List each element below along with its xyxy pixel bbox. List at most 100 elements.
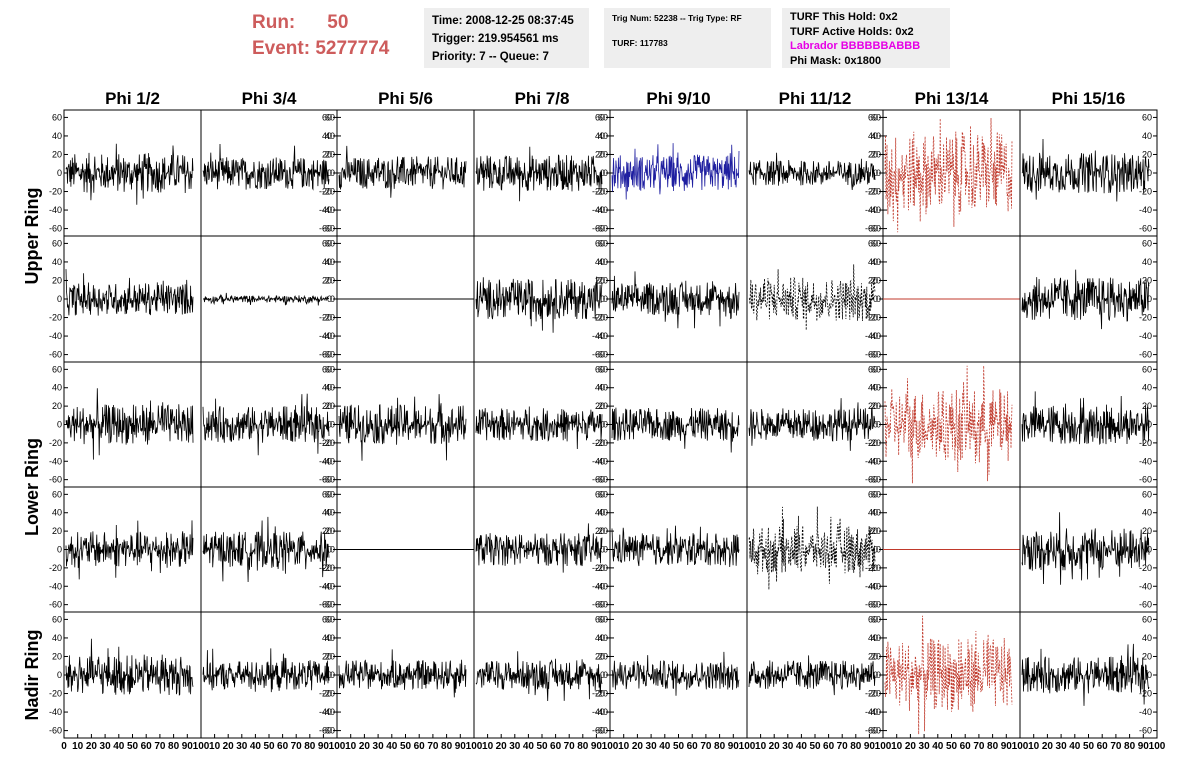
x-tick-label: 60 bbox=[141, 741, 153, 752]
trigger-info-box: Trig Num: 52238 -- Trig Type: RF TURF: 1… bbox=[604, 8, 771, 68]
y-tick-label: 0 bbox=[1147, 670, 1152, 680]
y-tick-label: -60 bbox=[592, 224, 605, 234]
y-tick-label: 40 bbox=[52, 257, 62, 267]
y-tick-label: 0 bbox=[57, 420, 62, 430]
y-tick-label: 0 bbox=[327, 545, 332, 555]
x-tick-label: 20 bbox=[632, 741, 644, 752]
y-tick-label: -60 bbox=[1139, 350, 1152, 360]
y-tick-label: -20 bbox=[322, 438, 335, 448]
y-tick-label: -20 bbox=[319, 563, 332, 573]
y-tick-label: 40 bbox=[52, 383, 62, 393]
y-tick-label: -60 bbox=[595, 224, 608, 234]
x-tick-label: 40 bbox=[1069, 741, 1081, 752]
y-tick-label: -60 bbox=[1139, 726, 1152, 736]
waveform-trace bbox=[475, 651, 603, 702]
y-tick-label: -60 bbox=[49, 224, 62, 234]
y-tick-label: 60 bbox=[868, 238, 878, 248]
waveform-trace bbox=[202, 516, 330, 583]
y-tick-label: -60 bbox=[1139, 600, 1152, 610]
column-header: Phi 11/12 bbox=[779, 89, 852, 108]
column-header: Phi 9/10 bbox=[646, 89, 710, 108]
x-tick-label: 90 bbox=[1001, 741, 1013, 752]
y-tick-label: 0 bbox=[600, 294, 605, 304]
y-tick-label: 40 bbox=[52, 633, 62, 643]
x-tick-label: 70 bbox=[1110, 741, 1122, 752]
waveform-trace bbox=[475, 276, 603, 333]
y-tick-label: -40 bbox=[595, 205, 608, 215]
y-tick-label: 0 bbox=[57, 294, 62, 304]
y-tick-label: -60 bbox=[868, 224, 881, 234]
waveform-trace bbox=[65, 638, 194, 696]
x-tick-label: 80 bbox=[168, 741, 180, 752]
y-tick-label: -20 bbox=[595, 187, 608, 197]
y-tick-label: 40 bbox=[325, 633, 335, 643]
y-tick-label: -60 bbox=[865, 726, 878, 736]
y-tick-label: 0 bbox=[57, 670, 62, 680]
y-tick-label: 40 bbox=[868, 257, 878, 267]
y-tick-label: 20 bbox=[871, 526, 881, 536]
y-tick-label: 40 bbox=[1142, 257, 1152, 267]
x-tick-label: 80 bbox=[577, 741, 589, 752]
y-tick-label: -60 bbox=[868, 600, 881, 610]
y-tick-label: 60 bbox=[871, 238, 881, 248]
y-tick-label: -40 bbox=[49, 205, 62, 215]
y-tick-label: 0 bbox=[603, 294, 608, 304]
y-tick-label: -60 bbox=[319, 475, 332, 485]
y-tick-label: -20 bbox=[592, 187, 605, 197]
y-tick-label: 40 bbox=[1142, 508, 1152, 518]
y-tick-label: 60 bbox=[1142, 614, 1152, 624]
y-tick-label: 60 bbox=[52, 238, 62, 248]
y-tick-label: 0 bbox=[327, 168, 332, 178]
y-tick-label: -60 bbox=[592, 726, 605, 736]
y-tick-label: 40 bbox=[871, 633, 881, 643]
y-tick-label: 40 bbox=[322, 508, 332, 518]
x-tick-label: 10 bbox=[1028, 741, 1040, 752]
y-tick-label: 0 bbox=[603, 420, 608, 430]
y-tick-label: -20 bbox=[865, 689, 878, 699]
y-tick-label: 20 bbox=[322, 275, 332, 285]
waveform-trace bbox=[475, 523, 603, 573]
y-tick-label: 20 bbox=[52, 401, 62, 411]
y-tick-label: -40 bbox=[865, 707, 878, 717]
y-tick-label: 0 bbox=[600, 670, 605, 680]
x-tick-label: 80 bbox=[987, 741, 999, 752]
y-tick-label: 40 bbox=[1142, 131, 1152, 141]
x-tick-label: 100 bbox=[329, 741, 346, 752]
y-tick-label: -40 bbox=[322, 331, 335, 341]
y-tick-label: -20 bbox=[595, 438, 608, 448]
x-tick-label: 30 bbox=[509, 741, 521, 752]
y-tick-label: 0 bbox=[600, 545, 605, 555]
y-tick-label: 60 bbox=[52, 364, 62, 374]
x-tick-label: 40 bbox=[796, 741, 808, 752]
x-tick-label: 30 bbox=[919, 741, 931, 752]
x-tick-label: 90 bbox=[728, 741, 740, 752]
y-tick-label: -60 bbox=[592, 350, 605, 360]
y-tick-label: 20 bbox=[322, 651, 332, 661]
y-tick-label: 40 bbox=[325, 257, 335, 267]
panel-frame bbox=[882, 611, 1021, 739]
waveform-trace bbox=[338, 394, 467, 461]
y-tick-label: 20 bbox=[595, 526, 605, 536]
y-tick-label: 20 bbox=[598, 651, 608, 661]
y-tick-label: 0 bbox=[1147, 168, 1152, 178]
y-tick-label: 60 bbox=[595, 614, 605, 624]
turf-active-holds-text: TURF Active Holds: 0x2 bbox=[790, 25, 914, 38]
event-label: Event: bbox=[252, 38, 311, 59]
waveform-trace bbox=[611, 407, 740, 453]
waveform-trace bbox=[202, 143, 330, 191]
trigger-text: Trigger: 219.954561 ms bbox=[432, 33, 559, 45]
y-tick-label: 40 bbox=[52, 131, 62, 141]
column-header: Phi 7/8 bbox=[515, 89, 570, 108]
waveform-trace bbox=[475, 406, 603, 450]
y-tick-label: -20 bbox=[49, 438, 62, 448]
x-tick-label: 20 bbox=[223, 741, 235, 752]
y-tick-label: 40 bbox=[598, 383, 608, 393]
y-tick-label: -40 bbox=[1139, 456, 1152, 466]
y-tick-label: 40 bbox=[52, 508, 62, 518]
y-tick-label: -40 bbox=[595, 707, 608, 717]
x-tick-label: 10 bbox=[345, 741, 357, 752]
y-tick-label: 60 bbox=[325, 238, 335, 248]
y-tick-label: 0 bbox=[603, 168, 608, 178]
x-tick-label: 100 bbox=[1149, 741, 1166, 752]
turf-this-hold-text: TURF This Hold: 0x2 bbox=[790, 11, 898, 23]
